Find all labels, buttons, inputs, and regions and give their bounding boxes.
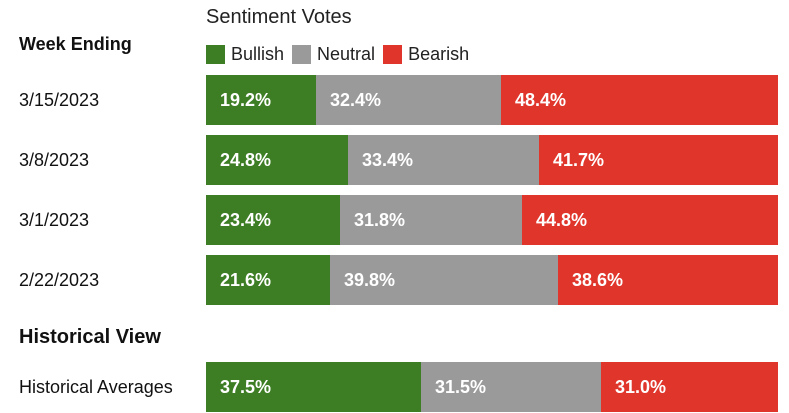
- week-row-2-label: 3/8/2023: [19, 149, 90, 170]
- week-row-3-label: 3/1/2023: [19, 209, 90, 230]
- week-row-4-segment-bullish: 21.6%: [206, 255, 330, 305]
- week-row-3-segment-bullish: 23.4%: [206, 195, 340, 245]
- week-row-4-label: 2/22/2023: [19, 269, 100, 290]
- historical-row-segment-bullish: 37.5%: [206, 362, 421, 412]
- legend-label-bullish: Bullish: [231, 43, 285, 64]
- week-row-1-value-neutral: 32.4%: [330, 90, 382, 110]
- week-row-2-bar: 24.8% 33.4% 41.7%: [206, 135, 778, 185]
- week-row-2-value-bearish: 41.7%: [553, 150, 605, 170]
- week-row-3-segment-bearish: 44.8%: [522, 195, 778, 245]
- legend-label-bearish: Bearish: [408, 43, 470, 64]
- legend-item-neutral: Neutral: [292, 44, 375, 65]
- week-row-4-segment-bearish: 38.6%: [558, 255, 778, 305]
- week-row-3-value-bullish: 23.4%: [220, 210, 272, 230]
- legend-swatch-neutral: [292, 44, 312, 64]
- historical-row-segment-neutral: 31.5%: [421, 362, 601, 412]
- week-row-4-value-bullish: 21.6%: [220, 270, 272, 290]
- week-row-3-value-bearish: 44.8%: [536, 210, 588, 230]
- week-row-1-label: 3/15/2023: [19, 89, 100, 110]
- week-row-1-segment-bullish: 19.2%: [206, 75, 316, 125]
- legend: Bullish Neutral Bearish: [206, 43, 477, 65]
- week-row-1-value-bullish: 19.2%: [220, 90, 272, 110]
- week-row-2-value-neutral: 33.4%: [362, 150, 414, 170]
- week-row-3-bar: 23.4% 31.8% 44.8%: [206, 195, 778, 245]
- week-row-1-segment-neutral: 32.4%: [316, 75, 501, 125]
- legend-label-neutral: Neutral: [317, 43, 376, 64]
- legend-swatch-bearish: [383, 44, 403, 64]
- week-row-2-value-bullish: 24.8%: [220, 150, 272, 170]
- week-row-4-segment-neutral: 39.8%: [330, 255, 558, 305]
- week-ending-header: Week Ending: [19, 34, 132, 54]
- week-row-3-segment-neutral: 31.8%: [340, 195, 522, 245]
- week-row-3-value-neutral: 31.8%: [354, 210, 406, 230]
- historical-row-value-neutral: 31.5%: [435, 377, 487, 397]
- legend-item-bullish: Bullish: [206, 44, 284, 65]
- week-row-4-value-neutral: 39.8%: [344, 270, 396, 290]
- week-row-2-segment-bearish: 41.7%: [539, 135, 778, 185]
- week-row-1-value-bearish: 48.4%: [515, 90, 567, 110]
- historical-row-label: Historical Averages: [19, 376, 173, 397]
- historical-row-value-bearish: 31.0%: [615, 377, 667, 397]
- legend-item-bearish: Bearish: [383, 44, 469, 65]
- week-row-4-value-bearish: 38.6%: [572, 270, 624, 290]
- week-row-1-bar: 19.2% 32.4% 48.4%: [206, 75, 778, 125]
- historical-row-bar: 37.5% 31.5% 31.0%: [206, 362, 778, 412]
- legend-swatch-bullish: [206, 44, 225, 64]
- week-row-1-segment-bearish: 48.4%: [501, 75, 778, 125]
- historical-view-header: Historical View: [19, 326, 161, 348]
- chart-title: Sentiment Votes: [206, 6, 352, 28]
- week-row-2-segment-neutral: 33.4%: [348, 135, 539, 185]
- week-row-4-bar: 21.6% 39.8% 38.6%: [206, 255, 778, 305]
- historical-row-value-bullish: 37.5%: [220, 377, 272, 397]
- historical-row-segment-bearish: 31.0%: [601, 362, 778, 412]
- week-row-2-segment-bullish: 24.8%: [206, 135, 348, 185]
